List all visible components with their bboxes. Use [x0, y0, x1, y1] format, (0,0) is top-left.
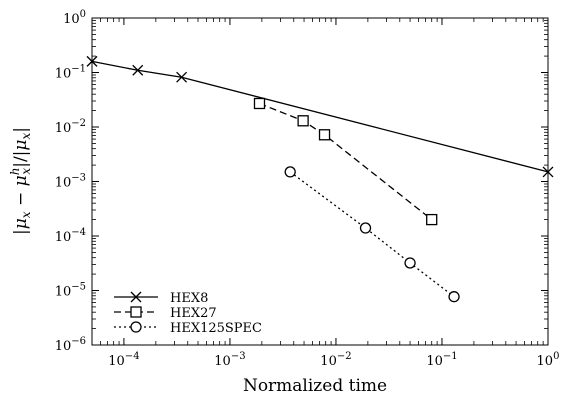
- plot-area: [92, 18, 548, 345]
- y-tick-label: 10−5: [55, 282, 86, 300]
- series-layer: [86, 55, 554, 303]
- plot-frame: [91, 17, 549, 346]
- legend-item-hex8: HEX8: [114, 291, 208, 306]
- y-tick-label: 10−6: [55, 336, 86, 354]
- y-tick-label: 10−3: [55, 173, 86, 191]
- data-point-hex27: [253, 97, 266, 110]
- data-point-hex8: [132, 64, 144, 76]
- data-point-hex27: [318, 129, 331, 141]
- tick-labels: 10−4 10−3 10−2 10−1 100 10−6 10−5 10−4 10−3 10−2 1…: [55, 9, 560, 369]
- x-tick-label: 100: [537, 351, 560, 369]
- tick-marks: [92, 17, 549, 346]
- data-point-hex125spec: [359, 222, 372, 234]
- series-line-hex8: [91, 60, 549, 173]
- legend-label: HEX27: [170, 306, 217, 321]
- legend-marker: [130, 321, 142, 333]
- data-point-hex8: [176, 71, 188, 83]
- x-tick-label: 10−3: [214, 351, 245, 369]
- legend-item-hex27: HEX27: [114, 306, 217, 321]
- x-tick-label: 10−4: [108, 351, 139, 369]
- legend-marker: [130, 306, 142, 318]
- data-point-hex27: [297, 115, 309, 127]
- data-point-hex27: [426, 213, 438, 226]
- y-tick-label: 10−2: [55, 118, 86, 136]
- series-hex125spec: [284, 166, 460, 303]
- data-point-hex125spec: [404, 257, 416, 269]
- data-point-hex125spec: [284, 166, 296, 178]
- series-hex27: [253, 97, 438, 226]
- x-tick-label: 10−2: [320, 351, 351, 369]
- legend-item-hex125spec: HEX125SPEC: [114, 321, 262, 336]
- series-line-hex27: [259, 102, 433, 221]
- series-line-hex125spec: [289, 171, 455, 298]
- x-axis-label: Normalized time: [243, 376, 387, 396]
- data-point-hex125spec: [448, 291, 460, 303]
- legend-label: HEX125SPEC: [170, 321, 262, 336]
- legend-label: HEX8: [170, 291, 208, 306]
- y-tick-label: 100: [63, 9, 86, 27]
- y-axis-label: |μx − μhx|/|μx|: [8, 127, 33, 235]
- y-tick-label: 10−4: [55, 227, 86, 245]
- y-tick-label: 10−1: [55, 64, 86, 82]
- x-tick-label: 10−1: [426, 351, 457, 369]
- legend-marker: [130, 291, 142, 303]
